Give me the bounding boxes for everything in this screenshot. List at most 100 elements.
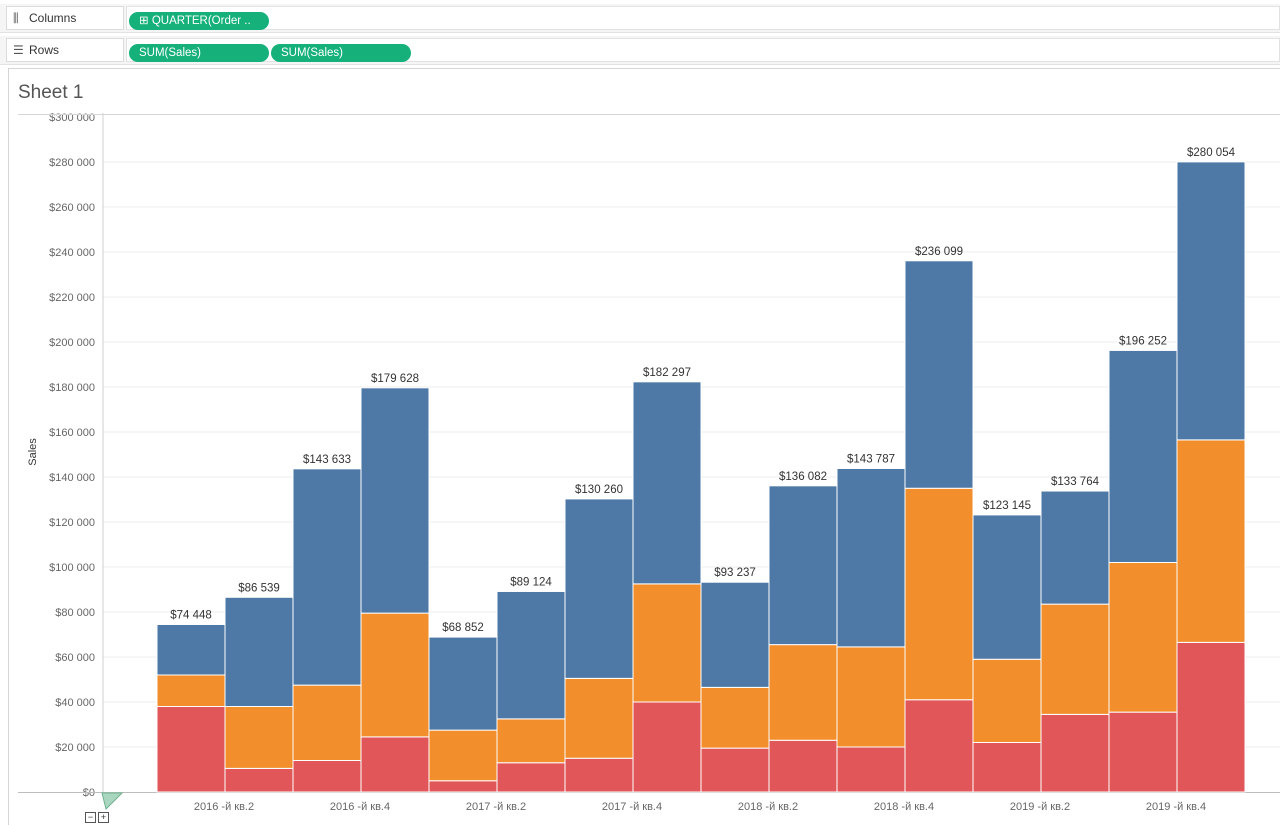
bar-segment[interactable] — [1040, 603, 1110, 715]
x-tick-label: 2016 -й кв.4 — [330, 801, 390, 813]
bar-segment[interactable] — [292, 684, 362, 761]
bar-segment[interactable] — [1040, 490, 1110, 605]
bar-total-label: $143 633 — [303, 454, 351, 466]
bar-segment[interactable] — [292, 760, 362, 793]
x-tick-label: 2018 -й кв.4 — [874, 801, 934, 813]
bar-total-label: $133 764 — [1051, 476, 1100, 488]
bar-segment[interactable] — [972, 514, 1042, 660]
bar-total-label: $196 252 — [1119, 335, 1167, 347]
bar-total-label: $86 539 — [238, 582, 280, 594]
bar-total-label: $68 852 — [442, 622, 484, 634]
columns-shelf: ⫼ Columns ⊞ QUARTER(Order .. — [0, 4, 1280, 33]
columns-shelf-label: ⫼ Columns — [6, 6, 124, 30]
bar-segment[interactable] — [496, 762, 566, 793]
bar-segment[interactable] — [632, 381, 702, 585]
bar-segment[interactable] — [836, 467, 906, 648]
y-tick-label: $100 000 — [49, 562, 95, 574]
x-tick-label: 2017 -й кв.2 — [466, 801, 526, 813]
bar-segment[interactable] — [360, 387, 430, 614]
bar-segment[interactable] — [904, 260, 974, 489]
columns-label-text: Columns — [29, 11, 77, 25]
bar-segment[interactable] — [496, 590, 566, 720]
quarter-pill[interactable]: ⊞ QUARTER(Order .. — [129, 12, 269, 30]
bar-segment[interactable] — [428, 780, 498, 793]
bar-segment[interactable] — [564, 498, 634, 679]
bar-total-label: $123 145 — [983, 500, 1031, 512]
y-axis-title: Sales — [27, 438, 39, 466]
bar-segment[interactable] — [224, 596, 294, 707]
sheet-title: Sheet 1 — [18, 82, 84, 103]
bar-segment[interactable] — [700, 581, 770, 688]
y-tick-label: $80 000 — [55, 607, 95, 619]
bar-segment[interactable] — [564, 757, 634, 793]
bar-total-label: $143 787 — [847, 453, 895, 465]
bar-segment[interactable] — [768, 739, 838, 793]
bar-segment[interactable] — [904, 699, 974, 793]
bar-segment[interactable] — [1108, 711, 1178, 793]
sheet-frame — [8, 68, 1280, 825]
bar-segment[interactable] — [972, 742, 1042, 793]
bar-segment[interactable] — [156, 706, 226, 793]
sum-sales-pill-2[interactable]: SUM(Sales) — [271, 44, 411, 62]
bar-total-label: $136 082 — [779, 471, 827, 483]
bar-segment[interactable] — [768, 485, 838, 646]
bar-segment[interactable] — [768, 644, 838, 741]
bar-segment[interactable] — [496, 718, 566, 764]
bar-total-label: $130 260 — [575, 484, 623, 496]
y-tick-label: $40 000 — [55, 697, 95, 709]
y-tick-label: $200 000 — [49, 337, 95, 349]
bar-segment[interactable] — [1176, 161, 1246, 441]
bar-segment[interactable] — [700, 747, 770, 793]
x-tick-label: 2016 -й кв.2 — [194, 801, 254, 813]
bar-segment[interactable] — [360, 612, 430, 738]
rows-icon: ☰ — [13, 43, 24, 57]
x-tick-label: 2019 -й кв.4 — [1146, 801, 1206, 813]
bar-total-label: $74 448 — [170, 609, 212, 621]
bar-total-label: $182 297 — [643, 367, 691, 379]
columns-icon: ⫼ — [13, 11, 19, 25]
bar-segment[interactable] — [1108, 562, 1178, 713]
bar-segment[interactable] — [1040, 713, 1110, 793]
y-tick-label: $240 000 — [49, 247, 95, 259]
y-tick-label: $140 000 — [49, 472, 95, 484]
y-tick-label: $20 000 — [55, 742, 95, 754]
bar-segment[interactable] — [156, 623, 226, 676]
y-tick-label: $260 000 — [49, 202, 95, 214]
bar-segment[interactable] — [224, 706, 294, 769]
y-tick-label: $220 000 — [49, 292, 95, 304]
bar-segment[interactable] — [972, 658, 1042, 743]
bar-total-label: $236 099 — [915, 246, 963, 258]
bar-total-label: $280 054 — [1187, 147, 1236, 159]
bar-segment[interactable] — [632, 701, 702, 793]
bar-segment[interactable] — [1176, 641, 1246, 793]
bar-segment[interactable] — [224, 767, 294, 793]
bar-segment[interactable] — [836, 646, 906, 748]
bar-total-label: $93 237 — [714, 567, 756, 579]
columns-drop-area[interactable]: ⊞ QUARTER(Order .. — [126, 6, 1280, 30]
rows-shelf-label: ☰ Rows — [6, 38, 124, 62]
bar-segment[interactable] — [156, 674, 226, 707]
bar-segment[interactable] — [1176, 439, 1246, 643]
rows-label-text: Rows — [29, 43, 60, 57]
bar-segment[interactable] — [1108, 349, 1178, 564]
y-tick-label: $180 000 — [49, 382, 95, 394]
expand-icon[interactable]: + — [98, 812, 109, 823]
bar-segment[interactable] — [360, 736, 430, 793]
bar-segment[interactable] — [428, 729, 498, 782]
bar-segment[interactable] — [904, 487, 974, 701]
bar-segment[interactable] — [836, 746, 906, 793]
bar-segment[interactable] — [632, 583, 702, 703]
bar-total-label: $89 124 — [510, 576, 552, 588]
sum-sales-pill-1[interactable]: SUM(Sales) — [129, 44, 269, 62]
x-tick-label: 2019 -й кв.2 — [1010, 801, 1070, 813]
y-tick-label: $300 000 — [49, 112, 95, 124]
rows-drop-area[interactable]: SUM(Sales) SUM(Sales) — [126, 38, 1280, 62]
x-tick-label: 2017 -й кв.4 — [602, 801, 662, 813]
bar-segment[interactable] — [700, 686, 770, 749]
bar-segment[interactable] — [428, 636, 498, 731]
bar-segment[interactable] — [292, 468, 362, 686]
bar-segment[interactable] — [564, 677, 634, 759]
bar-total-label: $179 628 — [371, 373, 419, 385]
collapse-icon[interactable]: − — [85, 812, 96, 823]
